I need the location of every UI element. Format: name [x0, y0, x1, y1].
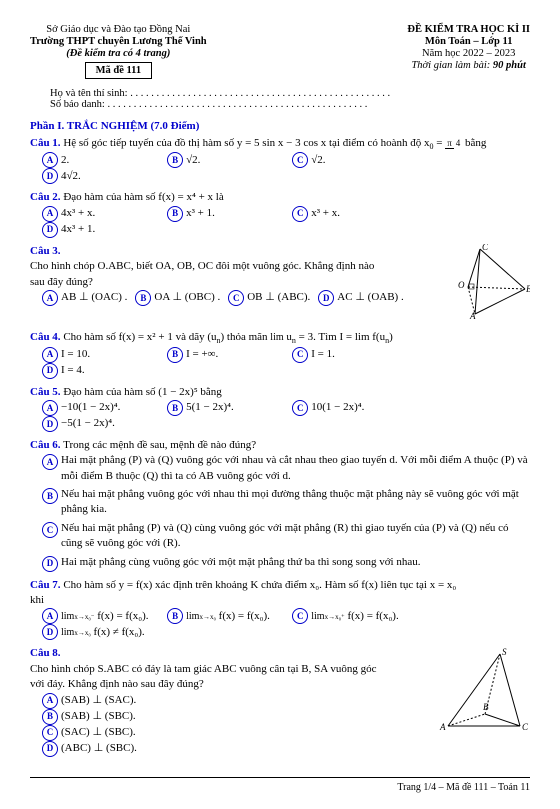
q5-opt-a[interactable]: A−10(1 − 2x)⁴.: [42, 400, 159, 416]
org-line1: Sở Giáo dục và Đào tạo Đồng Nai: [30, 24, 207, 35]
question-1: Câu 1. Hệ số góc tiếp tuyến của đồ thị h…: [30, 136, 530, 184]
duration-value: 90 phút: [493, 60, 526, 71]
svg-text:A: A: [469, 311, 476, 319]
page-footer: Trang 1/4 – Mã đề 111 – Toán 11: [30, 777, 530, 793]
q3-opt-c[interactable]: COB ⊥ (ABC).: [228, 290, 310, 306]
q6-opt-a[interactable]: AHai mặt phẳng (P) và (Q) vuông góc với …: [42, 453, 530, 484]
sbd-dots: . . . . . . . . . . . . . . . . . . . . …: [107, 99, 367, 110]
q4-text: Cho hàm số f(x) = x² + 1 và dãy (un) thỏ…: [63, 331, 392, 343]
svg-text:B: B: [483, 702, 489, 712]
q8-opt-b[interactable]: B(SAB) ⊥ (SBC).: [42, 709, 224, 725]
svg-text:C: C: [482, 244, 489, 252]
svg-text:O: O: [458, 280, 465, 290]
question-4: Câu 4. Cho hàm số f(x) = x² + 1 và dãy (…: [30, 330, 530, 378]
q3-line2: sau đây đúng?: [30, 276, 93, 288]
q4-opt-b[interactable]: BI = +∞.: [167, 347, 284, 363]
q4-opt-c[interactable]: CI = 1.: [292, 347, 409, 363]
q2-opt-c[interactable]: Cx³ + x.: [292, 206, 409, 222]
q3-figure: C B A O: [440, 244, 530, 324]
q8-opt-d[interactable]: D(ABC) ⊥ (SBC).: [42, 741, 224, 757]
q6-opt-d[interactable]: DHai mặt phẳng cùng vuông góc với một mặ…: [42, 555, 530, 572]
q1-label: Câu 1.: [30, 137, 61, 149]
q3-label: Câu 3.: [30, 245, 61, 257]
school-year: Năm học 2022 – 2023: [407, 48, 530, 59]
q6-text: Trong các mệnh đề sau, mệnh đề nào đúng?: [63, 439, 256, 451]
q1-opt-c[interactable]: C√2.: [292, 152, 409, 168]
header: Sở Giáo dục và Đào tạo Đồng Nai Trường T…: [30, 24, 530, 80]
name-label: Họ và tên thí sinh:: [50, 88, 130, 99]
q3-opt-b[interactable]: BOA ⊥ (OBC) .: [135, 290, 220, 306]
q7-opt-b[interactable]: B limx→x₀ f(x) = f(x₀).: [167, 608, 284, 624]
q4-opt-a[interactable]: AI = 10.: [42, 347, 159, 363]
question-2: Câu 2. Đạo hàm của hàm số f(x) = x⁴ + x …: [30, 190, 530, 237]
exam-title: ĐỀ KIỂM TRA HỌC KÌ II: [407, 24, 530, 35]
duration: Thời gian làm bài: 90 phút: [407, 60, 530, 71]
q1-text: Hệ số góc tiếp tuyến của đồ thị hàm số y…: [63, 137, 486, 149]
section-title: Phần I. TRẮC NGHIỆM (7.0 Điểm): [30, 120, 530, 132]
q1-opt-a[interactable]: A2.: [42, 152, 159, 168]
q2-opt-a[interactable]: A4x³ + x.: [42, 206, 159, 222]
svg-text:A: A: [439, 722, 446, 732]
q4-opt-d[interactable]: DI = 4.: [42, 363, 159, 379]
q5-opt-d[interactable]: D−5(1 − 2x)⁴.: [42, 416, 159, 432]
question-5: Câu 5. Đạo hàm của hàm số (1 − 2x)⁵ bằng…: [30, 385, 530, 432]
sbd-label: Số báo danh:: [50, 99, 107, 110]
q5-text: Đạo hàm của hàm số (1 − 2x)⁵ bằng: [63, 386, 222, 398]
q1-opt-d[interactable]: D4√2.: [42, 168, 159, 184]
question-8: Câu 8. Cho hình chóp S.ABC có đáy là tam…: [30, 646, 530, 756]
svg-text:B: B: [526, 284, 530, 294]
q7-opt-a[interactable]: A limx→x₀⁻ f(x) = f(x₀).: [42, 608, 159, 624]
q5-label: Câu 5.: [30, 386, 61, 398]
q4-label: Câu 4.: [30, 331, 61, 343]
exam-code: Mã đề 111: [85, 62, 153, 79]
q2-label: Câu 2.: [30, 191, 61, 203]
q7-label: Câu 7.: [30, 579, 61, 591]
q3-opt-d[interactable]: DAC ⊥ (OAB) .: [318, 290, 403, 306]
q5-opt-c[interactable]: C10(1 − 2x)⁴.: [292, 400, 409, 416]
candidate-info: Họ và tên thí sinh: . . . . . . . . . . …: [50, 88, 530, 110]
q3-opt-a[interactable]: AAB ⊥ (OAC) .: [42, 290, 127, 306]
q6-opt-c[interactable]: CNếu hai mặt phẳng (P) và (Q) cùng vuông…: [42, 521, 530, 552]
q1-opt-b[interactable]: B√2.: [167, 152, 284, 168]
q8-opt-c[interactable]: C(SAC) ⊥ (SBC).: [42, 725, 224, 741]
exam-pages: (Đề kiểm tra có 4 trang): [30, 48, 207, 59]
exam-page: Sở Giáo dục và Đào tạo Đồng Nai Trường T…: [0, 0, 560, 809]
q1-text-b: bằng: [462, 137, 486, 149]
q6-label: Câu 6.: [30, 439, 61, 451]
q2-text: Đạo hàm của hàm số f(x) = x⁴ + x là: [63, 191, 223, 203]
q7-line2: khi: [30, 594, 44, 606]
q7-line1: Cho hàm số y = f(x) xác định trên khoảng…: [63, 579, 456, 591]
svg-text:C: C: [522, 722, 529, 732]
name-dots: . . . . . . . . . . . . . . . . . . . . …: [130, 88, 390, 99]
question-6: Câu 6. Trong các mệnh đề sau, mệnh đề nà…: [30, 438, 530, 572]
q1-text-a: Hệ số góc tiếp tuyến của đồ thị hàm số y…: [63, 137, 429, 149]
q7-opt-c[interactable]: C limx→x₀⁺ f(x) = f(x₀).: [292, 608, 409, 624]
q2-opt-b[interactable]: Bx³ + 1.: [167, 206, 284, 222]
subject: Môn Toán – Lớp 11: [407, 36, 530, 47]
q3-line1: Cho hình chóp O.ABC, biết OA, OB, OC đôi…: [30, 260, 374, 272]
q8-line1: Cho hình chóp S.ABC có đáy là tam giác A…: [30, 663, 376, 675]
q8-figure: S A B C: [430, 646, 530, 741]
q6-opt-b[interactable]: BNếu hai mặt phẳng vuông góc với nhau th…: [42, 487, 530, 518]
question-7: Câu 7. Cho hàm số y = f(x) xác định trên…: [30, 578, 530, 641]
q5-opt-b[interactable]: B5(1 − 2x)⁴.: [167, 400, 284, 416]
q8-opt-a[interactable]: A(SAB) ⊥ (SAC).: [42, 693, 224, 709]
q7-opt-d[interactable]: D limx→x₀ f(x) ≠ f(x₀).: [42, 624, 159, 640]
school-name: Trường THPT chuyên Lương Thế Vinh: [30, 36, 207, 47]
duration-label: Thời gian làm bài:: [411, 60, 492, 71]
q2-opt-d[interactable]: D4x³ + 1.: [42, 222, 159, 238]
q8-line2: với đáy. Khẳng định nào sau đây đúng?: [30, 678, 204, 690]
question-3: Câu 3. Cho hình chóp O.ABC, biết OA, OB,…: [30, 244, 530, 324]
q8-label: Câu 8.: [30, 647, 61, 659]
svg-text:S: S: [502, 647, 507, 657]
